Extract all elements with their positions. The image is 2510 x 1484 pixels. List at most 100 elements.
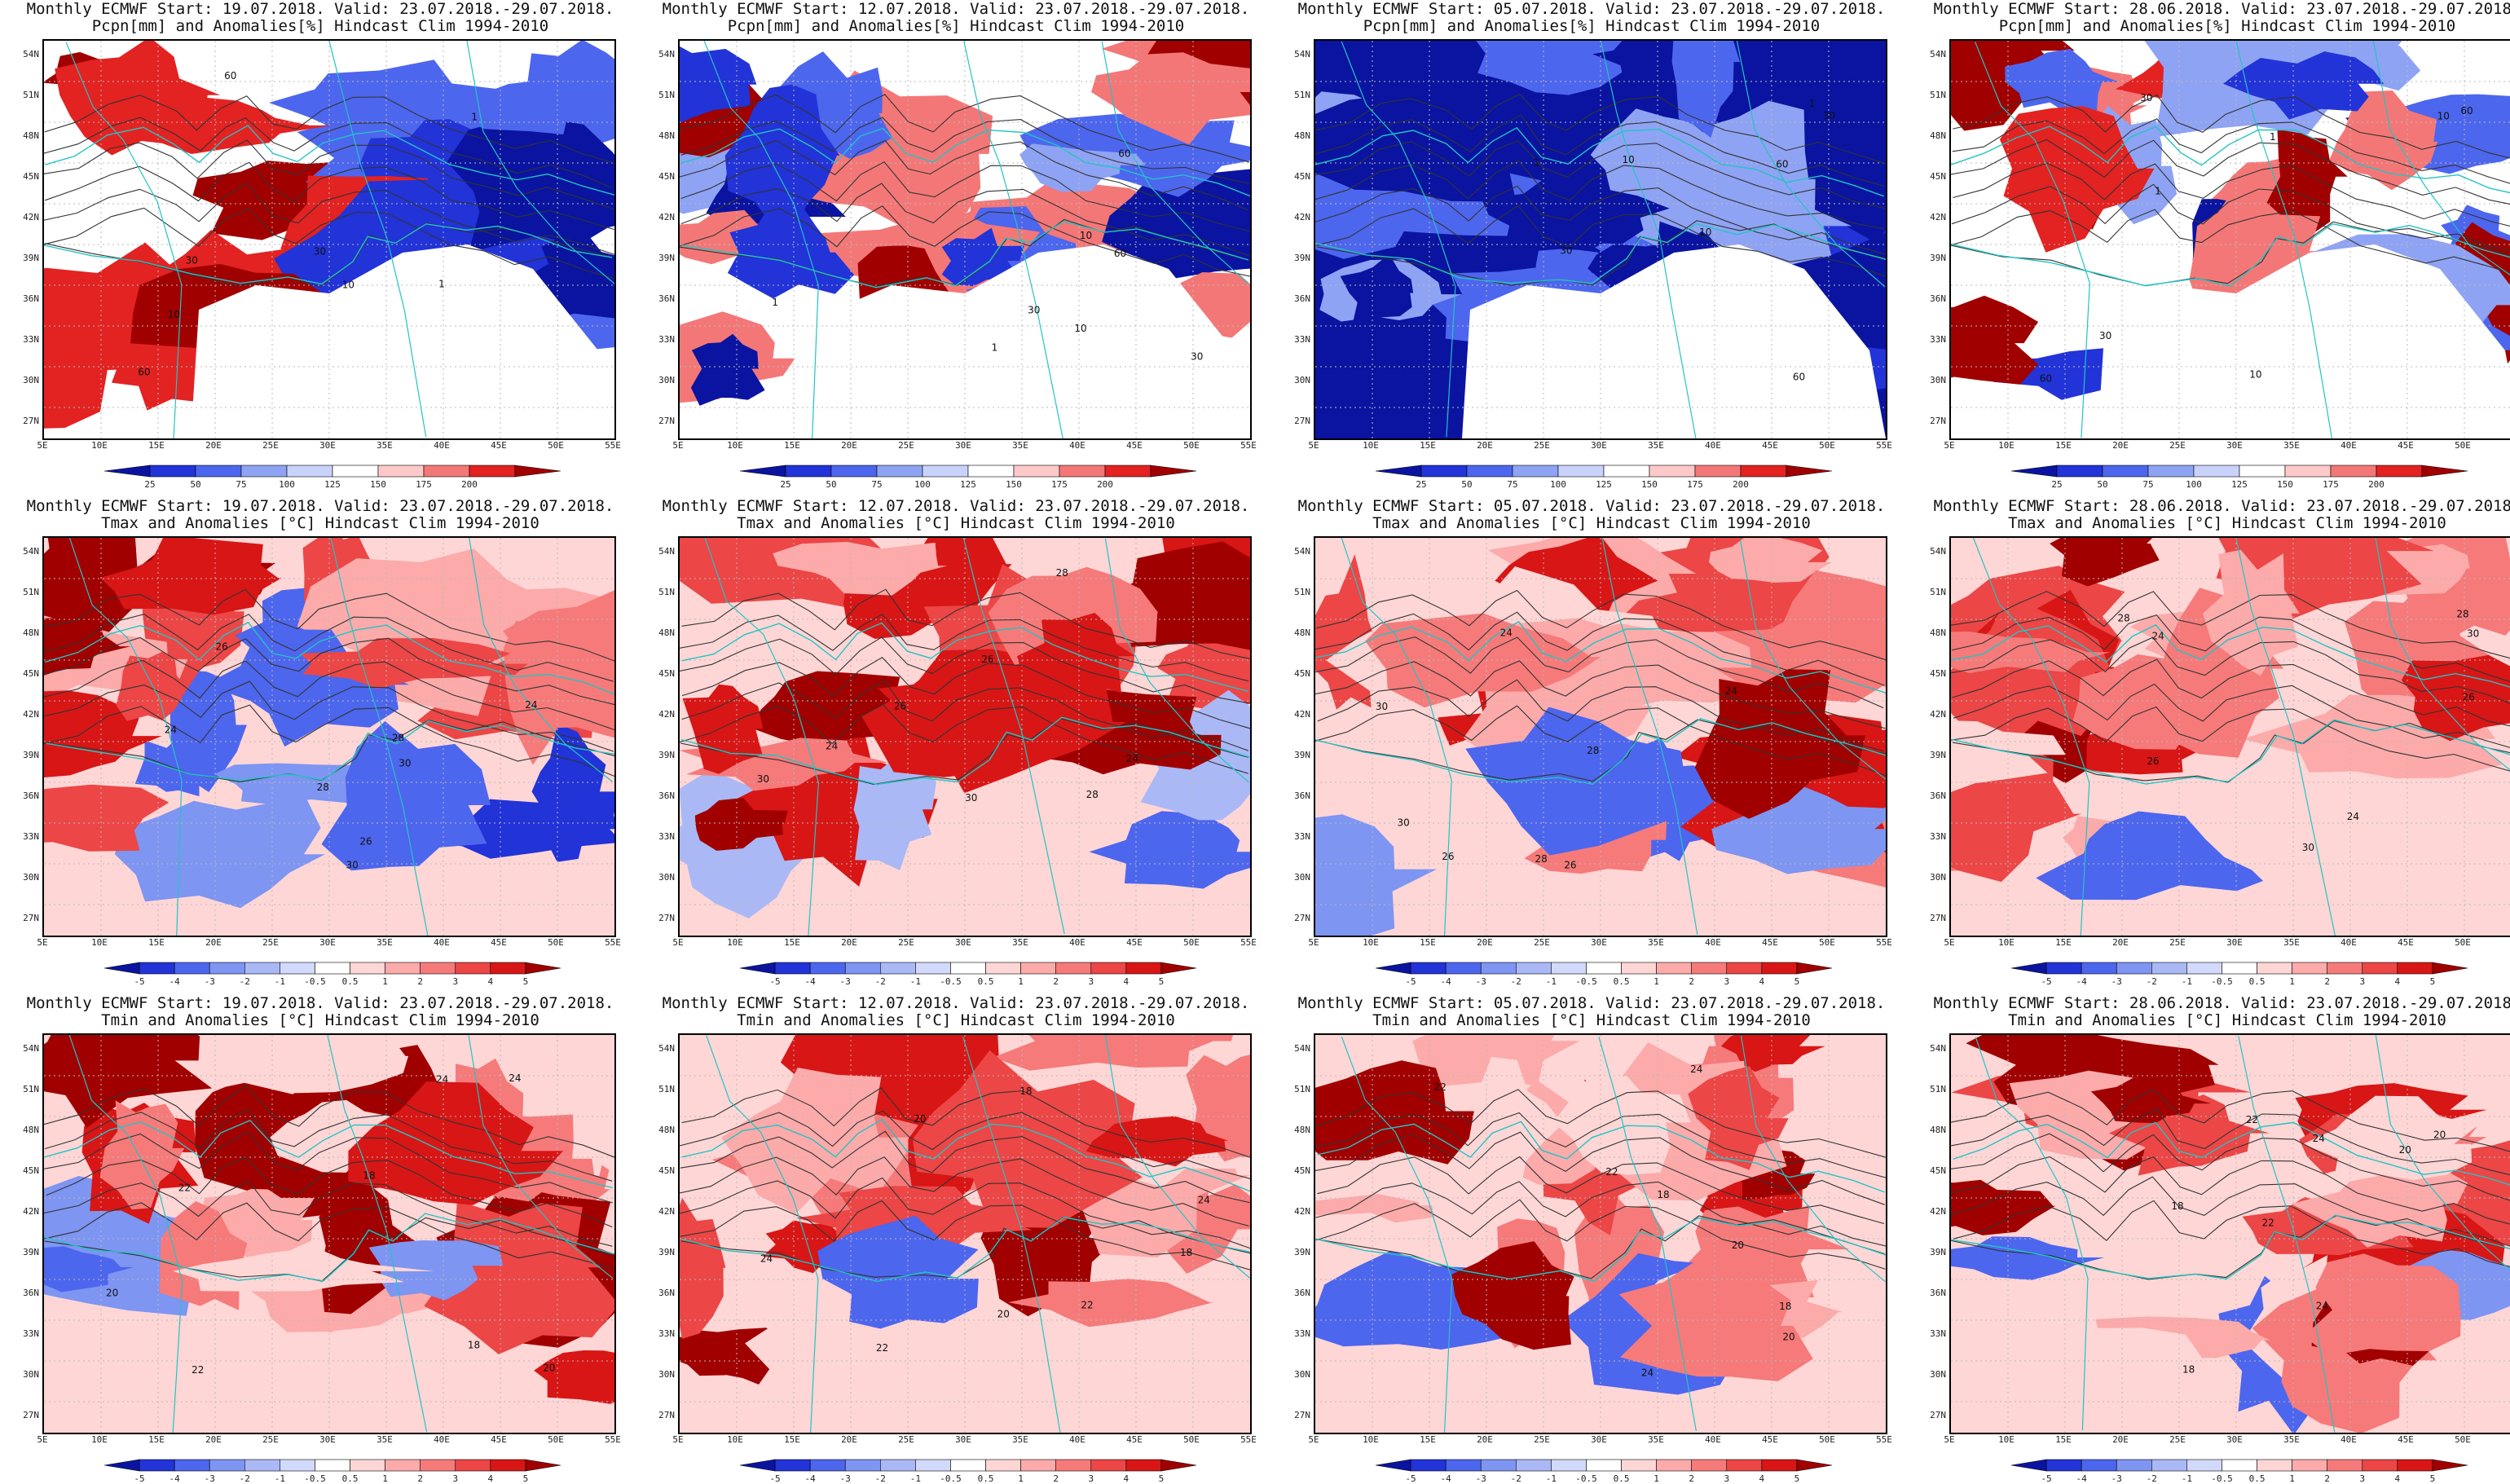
lat-tick-label: 48N — [1917, 1125, 1946, 1135]
contour-label: 18 — [363, 1170, 375, 1182]
colorbar-segment — [877, 465, 923, 477]
colorbar-tick-label: -4 — [794, 976, 826, 987]
lat-tick-label: 36N — [1281, 293, 1310, 304]
colorbar-tick-label: 200 — [453, 479, 486, 490]
colorbar-segment — [1551, 1460, 1586, 1471]
lon-tick-label: 5E — [1297, 1434, 1330, 1445]
panel-subtitle: Tmin and Anomalies [°C] Hindcast Clim 19… — [7, 1011, 634, 1029]
colorbar-segment — [315, 1460, 350, 1471]
lon-tick-label: 55E — [1232, 1434, 1265, 1445]
contour-label: 60 — [2460, 105, 2473, 117]
lat-tick-label: 42N — [1917, 709, 1946, 720]
colorbar-segment — [2327, 962, 2362, 974]
colorbar-tick-label: 175 — [1679, 479, 1711, 490]
lon-tick-label: 55E — [1232, 937, 1265, 948]
contour-label: 18 — [1779, 1301, 1791, 1312]
contour-label: 30 — [1376, 701, 1388, 712]
lat-tick-label: 39N — [1281, 1247, 1310, 1257]
colorbar-segment — [1481, 962, 1516, 974]
lat-tick-label: 39N — [1917, 1247, 1946, 1257]
panel-subtitle: Tmax and Anomalies [°C] Hindcast Clim 19… — [1913, 514, 2510, 532]
lon-tick-label: 20E — [1469, 937, 1501, 948]
lon-tick-label: 55E — [1232, 440, 1265, 451]
colorbar-segment — [1056, 962, 1091, 974]
lon-tick-label: 45E — [1118, 1434, 1151, 1445]
contour-label: 20 — [2399, 1144, 2411, 1156]
lat-tick-label: 33N — [10, 1328, 39, 1339]
colorbar-segment — [2011, 465, 2057, 477]
colorbar-tick-label: 150 — [1633, 479, 1666, 490]
colorbar-segment — [2116, 962, 2151, 974]
lon-tick-label: 40E — [1061, 1434, 1094, 1445]
colorbar-segment — [139, 962, 174, 974]
colorbar-tick-label: -4 — [1429, 976, 1462, 987]
lon-tick-label: 40E — [1697, 440, 1729, 451]
colorbar-segment — [1021, 1460, 1056, 1471]
lon-tick-label: 5E — [1297, 937, 1330, 948]
colorbar-tick-label: 3 — [439, 1473, 472, 1484]
lat-tick-label: 54N — [645, 49, 675, 59]
colorbar-segment — [350, 962, 385, 974]
lon-tick-label: 55E — [2503, 440, 2510, 451]
contour-label: 24 — [509, 1072, 521, 1084]
lat-tick-label: 30N — [1917, 872, 1946, 883]
colorbar-tick-label: 5 — [1781, 976, 1813, 987]
colorbar-segment — [1797, 962, 1832, 974]
contour-label: 1 — [1533, 156, 1539, 168]
contour-label: 22 — [1434, 1081, 1447, 1093]
contour-label: 28 — [2456, 608, 2468, 619]
colorbar-tick-label: 1 — [2276, 1473, 2309, 1484]
colorbar-tick-label: 50 — [815, 479, 848, 490]
colorbar-segment — [280, 1460, 315, 1471]
contour-label: 1 — [438, 278, 445, 289]
lat-tick-label: 54N — [1281, 546, 1310, 557]
colorbar-tick-label: 125 — [2223, 479, 2256, 490]
colorbar-tick-label: 4 — [1110, 1473, 1143, 1484]
lon-tick-label: 50E — [2446, 937, 2479, 948]
lat-tick-label: 30N — [645, 375, 675, 385]
colorbar-segment — [196, 465, 241, 477]
lon-tick-label: 50E — [1811, 440, 1843, 451]
contour-label: 1 — [772, 297, 778, 308]
contour-label: 24 — [2316, 1300, 2328, 1311]
contour-label: 60 — [1114, 248, 1126, 259]
lon-tick-label: 5E — [1933, 440, 1966, 451]
lon-tick-label: 10E — [83, 937, 116, 948]
colorbar-segment — [1446, 962, 1481, 974]
lon-tick-label: 35E — [1640, 1434, 1672, 1445]
lat-tick-label: 36N — [1917, 1288, 1946, 1298]
colorbar-segment — [1586, 1460, 1621, 1471]
contour-label: 20 — [106, 1288, 118, 1299]
colorbar-tick-label: -3 — [1464, 1473, 1497, 1484]
colorbar-tick-label: 4 — [1110, 976, 1143, 987]
lat-tick-label: 48N — [10, 628, 39, 638]
lon-tick-label: 30E — [311, 440, 344, 451]
colorbar-segment — [2151, 962, 2186, 974]
contour-label: 20 — [997, 1308, 1010, 1319]
lon-tick-label: 50E — [539, 440, 572, 451]
lat-tick-label: 51N — [1281, 587, 1310, 597]
colorbar-tick-label: -1 — [1535, 976, 1567, 987]
colorbar-tick-label: -1 — [263, 976, 296, 987]
colorbar-tick-label: 1 — [1005, 1473, 1037, 1484]
lat-tick-label: 30N — [645, 872, 675, 883]
contour-label: 18 — [2182, 1364, 2195, 1376]
panel-subtitle: Tmin and Anomalies [°C] Hindcast Clim 19… — [1913, 1011, 2510, 1029]
colorbar-tick-label: -4 — [158, 976, 191, 987]
panel-header: Monthly ECMWF Start: 28.06.2018. Valid: … — [1913, 0, 2510, 18]
contour-label: 10 — [1623, 154, 1635, 165]
lon-tick-label: 20E — [2104, 937, 2137, 948]
lat-tick-label: 54N — [1917, 1043, 1946, 1054]
colorbar-segment — [104, 1460, 139, 1471]
colorbar-tick-label: -3 — [2100, 976, 2133, 987]
colorbar-segment — [139, 1460, 174, 1471]
colorbar-segment — [2239, 465, 2285, 477]
colorbar-segment — [2148, 465, 2194, 477]
lat-tick-label: 27N — [10, 416, 39, 426]
lon-tick-label: 25E — [2161, 937, 2194, 948]
contour-label: 10 — [342, 279, 354, 290]
lon-tick-label: 5E — [26, 937, 59, 948]
